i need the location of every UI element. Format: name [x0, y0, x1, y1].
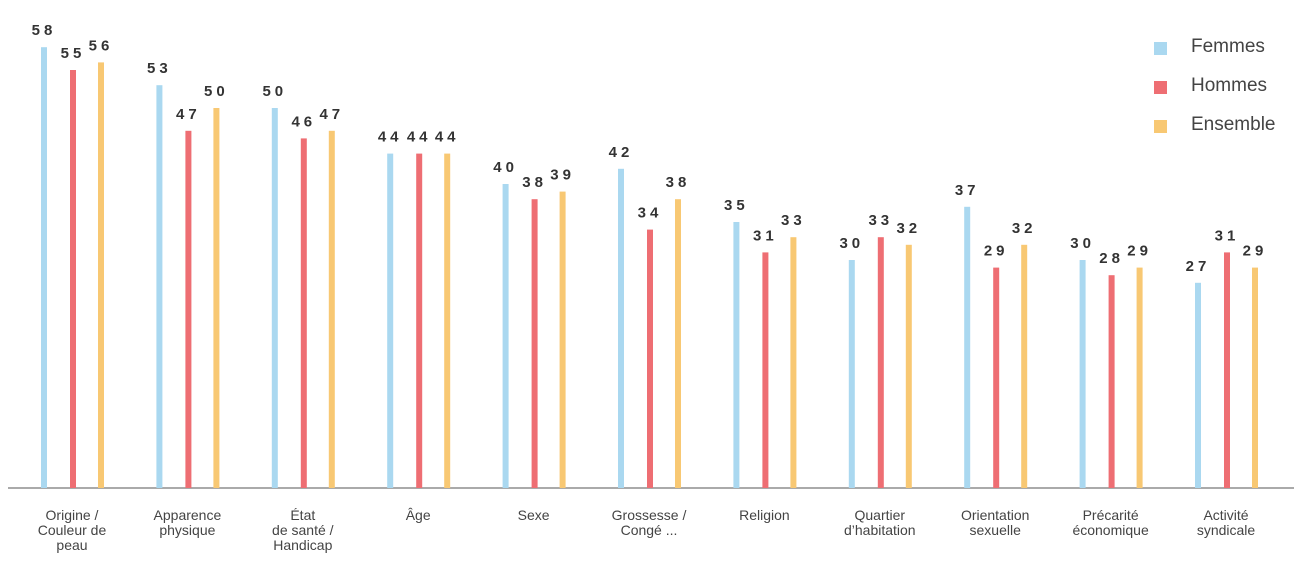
value-label-ensemble-3: 44: [435, 129, 460, 146]
value-label-femmes-8: 37: [955, 182, 980, 199]
bar-femmes-2: [271, 108, 278, 488]
bar-hommes-7: [877, 237, 884, 488]
category-label-10: Activité syndicale: [1196, 507, 1256, 538]
value-label-femmes-9: 30: [1070, 235, 1095, 252]
value-label-ensemble-5: 38: [666, 174, 691, 191]
category-label-3: Âge: [405, 507, 431, 523]
value-label-hommes-9: 28: [1099, 250, 1124, 267]
value-label-ensemble-1: 50: [204, 83, 229, 100]
value-label-hommes-3: 44: [407, 129, 432, 146]
bar-ensemble-5: [675, 199, 681, 488]
value-label-ensemble-0: 56: [89, 37, 114, 54]
bar-ensemble-2: [328, 130, 335, 489]
bar-femmes-5: [618, 168, 624, 489]
bar-hommes-5: [647, 229, 653, 488]
bar-femmes-0: [41, 47, 47, 488]
value-label-hommes-2: 46: [291, 113, 316, 130]
bar-ensemble-7: [905, 244, 912, 488]
value-label-femmes-7: 30: [839, 235, 864, 252]
value-label-ensemble-9: 29: [1127, 243, 1152, 260]
value-label-hommes-0: 55: [61, 45, 86, 62]
category-label-6: Religion: [739, 507, 790, 523]
bar-ensemble-10: [1252, 267, 1258, 488]
bar-ensemble-1: [213, 108, 220, 488]
legend-swatch-femmes: [1154, 42, 1167, 55]
bar-ensemble-9: [1136, 267, 1143, 488]
legend-label-femmes: Femmes: [1191, 36, 1265, 57]
value-label-hommes-6: 31: [753, 227, 778, 244]
bar-femmes-8: [964, 206, 971, 489]
bar-hommes-6: [762, 252, 769, 488]
value-label-hommes-5: 34: [638, 205, 663, 222]
value-label-femmes-10: 27: [1186, 258, 1211, 275]
legend-label-ensemble: Ensemble: [1191, 114, 1276, 135]
value-label-ensemble-6: 33: [781, 212, 806, 229]
value-label-femmes-3: 44: [378, 129, 403, 146]
bar-hommes-2: [300, 138, 307, 488]
bars-group: [41, 47, 1258, 489]
bar-hommes-8: [993, 267, 1000, 488]
value-label-ensemble-8: 32: [1012, 220, 1037, 237]
bar-femmes-1: [156, 85, 163, 488]
category-label-1: Apparence physique: [153, 507, 222, 538]
value-label-ensemble-4: 39: [550, 167, 575, 184]
bar-ensemble-3: [444, 153, 451, 488]
value-label-femmes-4: 40: [493, 159, 518, 176]
bar-femmes-3: [387, 153, 394, 488]
category-label-5: Grossesse / Congé ...: [611, 507, 687, 538]
bar-femmes-6: [733, 222, 740, 488]
value-label-femmes-2: 50: [262, 83, 287, 100]
category-label-8: Orientation sexuelle: [960, 507, 1030, 538]
bar-ensemble-8: [1021, 244, 1028, 488]
value-label-ensemble-2: 47: [319, 106, 344, 123]
value-label-ensemble-10: 29: [1243, 243, 1268, 260]
value-label-hommes-7: 33: [868, 212, 893, 229]
legend-label-hommes: Hommes: [1191, 75, 1268, 96]
bar-femmes-7: [848, 260, 855, 488]
category-label-2: État de santé / Handicap: [272, 507, 334, 553]
value-label-femmes-1: 53: [147, 60, 172, 77]
bar-hommes-4: [531, 199, 538, 488]
bar-femmes-10: [1195, 282, 1201, 488]
bar-hommes-9: [1108, 275, 1115, 488]
value-label-hommes-1: 47: [176, 106, 201, 123]
legend-swatch-hommes: [1154, 81, 1167, 94]
bar-ensemble-6: [790, 237, 797, 488]
category-label-4: Sexe: [517, 507, 550, 523]
bar-ensemble-0: [98, 62, 104, 489]
legend-swatch-ensemble: [1154, 120, 1167, 133]
value-label-ensemble-7: 32: [896, 220, 921, 237]
value-label-femmes-0: 58: [32, 22, 57, 39]
bar-hommes-0: [70, 70, 76, 488]
bar-hommes-10: [1224, 252, 1230, 488]
value-label-femmes-6: 35: [724, 197, 749, 214]
value-label-hommes-8: 29: [984, 243, 1009, 260]
bar-hommes-3: [416, 153, 423, 488]
bar-femmes-9: [1079, 260, 1086, 488]
value-label-hommes-4: 38: [522, 174, 547, 191]
bar-hommes-1: [185, 130, 192, 489]
bar-femmes-4: [502, 184, 509, 488]
bar-ensemble-4: [559, 191, 566, 488]
category-label-0: Origine / Couleur de peau: [37, 507, 107, 553]
category-label-7: Quartier d’habitation: [843, 507, 916, 538]
value-label-hommes-10: 31: [1215, 227, 1240, 244]
category-label-9: Précarité économique: [1072, 507, 1149, 538]
value-label-femmes-5: 42: [609, 144, 634, 161]
